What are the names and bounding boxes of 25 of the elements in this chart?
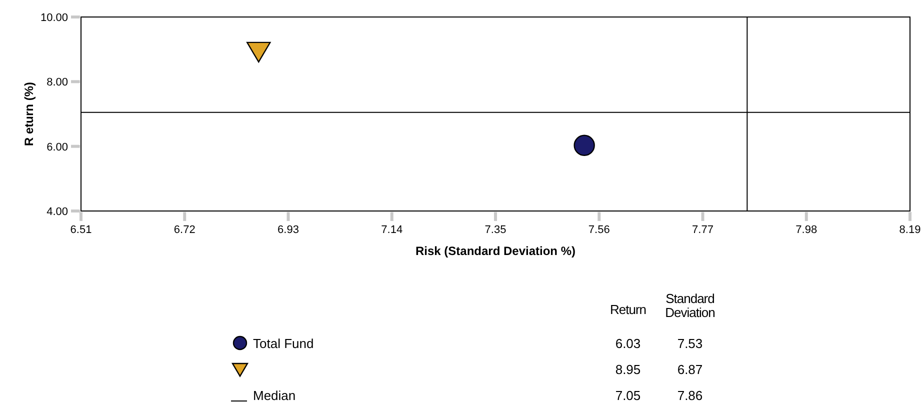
x-tick-label: 8.19 [899,224,921,236]
x-tick-label: 6.72 [174,224,196,236]
y-axis-title: R eturn (%) [22,82,36,146]
x-tick-label: 7.98 [796,224,818,236]
text: Return [610,302,646,317]
x-tick-label: 6.93 [278,224,299,236]
x-tick-label: 7.77 [692,224,714,236]
x-tick-label: 7.14 [381,224,403,236]
y-tick-label: 8.00 [46,76,68,89]
text: 7.86 [677,388,703,403]
x-axis-title: Risk (Standard Deviation %) [415,244,576,258]
x-tick-label: 7.35 [484,224,506,236]
x-tick-label: 6.51 [70,224,92,236]
text: 8.95 [615,362,641,377]
y-tick-label: 10.00 [40,12,68,24]
text: 7.05 [615,388,641,403]
text: Standard Deviation [665,291,716,320]
text: 6.03 [615,336,641,351]
text: 7.53 [677,336,703,351]
x-tick-label: 7.56 [588,224,610,236]
text: 6.87 [677,362,703,377]
y-tick-label: 6.00 [46,141,68,154]
legend-label: Total Fund [253,336,314,351]
legend-label: Median [253,388,296,403]
y-tick-label: 4.00 [46,206,68,218]
